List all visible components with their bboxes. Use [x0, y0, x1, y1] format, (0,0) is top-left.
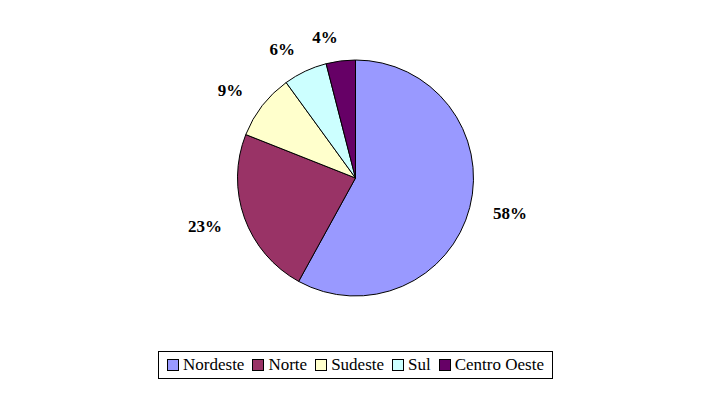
svg-text:9%: 9% — [218, 81, 244, 100]
svg-text:58%: 58% — [493, 204, 527, 223]
html-text:Centro Oeste: Centro Oeste — [454, 355, 544, 374]
svg-text:4%: 4% — [312, 28, 338, 47]
svg-text:23%: 23% — [188, 217, 222, 236]
html-text:Norte: Norte — [268, 355, 308, 374]
svg-text:6%: 6% — [270, 40, 296, 59]
html-text:Sudeste: Sudeste — [331, 355, 384, 374]
html-text:Sul: Sul — [408, 355, 431, 374]
html-text:Nordeste: Nordeste — [183, 355, 245, 374]
